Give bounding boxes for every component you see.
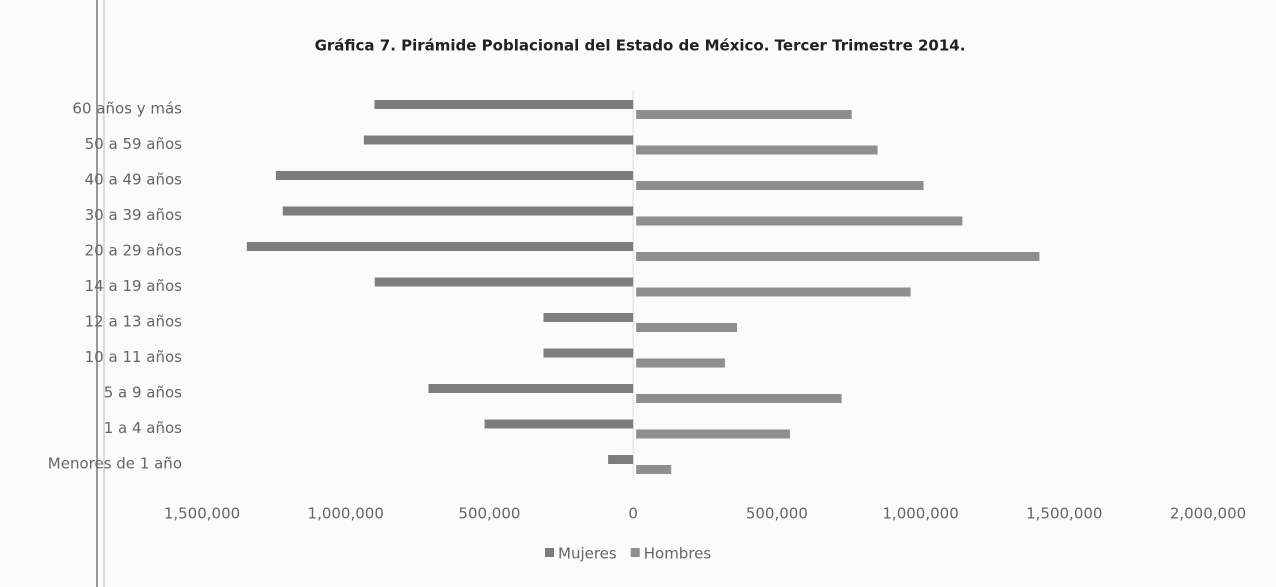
chart-title: Gráfica 7. Pirámide Poblacional del Esta… (315, 37, 966, 55)
bar (543, 348, 634, 358)
bar (374, 100, 634, 109)
category-label: 20 a 29 años (85, 242, 183, 260)
category-label: 5 a 9 años (104, 384, 182, 402)
bar (636, 216, 963, 226)
bar (636, 394, 842, 403)
bar (636, 287, 911, 297)
bar (636, 110, 852, 119)
category-label: 12 a 13 años (85, 313, 183, 331)
category-label: 60 años y más (72, 100, 182, 118)
bar (543, 313, 634, 322)
legend-label: Mujeres (558, 545, 617, 563)
category-label: 40 a 49 años (85, 171, 183, 189)
legend-swatch (630, 548, 640, 557)
legend-label: Hombres (644, 545, 712, 563)
x-tick-label: 1,500,000 (1026, 505, 1102, 523)
bar (246, 242, 634, 251)
bar (636, 358, 725, 368)
x-tick-label: 1,000,000 (882, 505, 958, 523)
category-label: 1 a 4 años (104, 419, 182, 437)
bar (636, 323, 738, 332)
bar (636, 181, 924, 190)
category-label: Menores de 1 año (48, 455, 182, 473)
bar (608, 455, 634, 464)
bar (282, 206, 634, 216)
bar (428, 384, 634, 393)
legend-swatch (545, 548, 554, 557)
x-tick-label: 1,000,000 (308, 505, 384, 523)
bar (484, 419, 634, 429)
bar (636, 465, 672, 474)
bar (636, 252, 1040, 261)
x-tick-label: 1,500,000 (164, 505, 240, 523)
category-label: 50 a 59 años (85, 135, 183, 153)
category-label: 10 a 11 años (85, 348, 183, 366)
bar (275, 171, 634, 180)
x-tick-label: 500,000 (746, 505, 808, 523)
bar (363, 135, 634, 145)
bar (636, 429, 790, 439)
x-tick-label: 0 (628, 505, 638, 523)
x-tick-label: 500,000 (458, 505, 520, 523)
x-tick-label: 2,000,000 (1170, 505, 1246, 523)
category-label: 14 a 19 años (85, 277, 183, 295)
category-label: 30 a 39 años (85, 206, 183, 224)
bar (636, 145, 878, 155)
bar (374, 277, 634, 287)
